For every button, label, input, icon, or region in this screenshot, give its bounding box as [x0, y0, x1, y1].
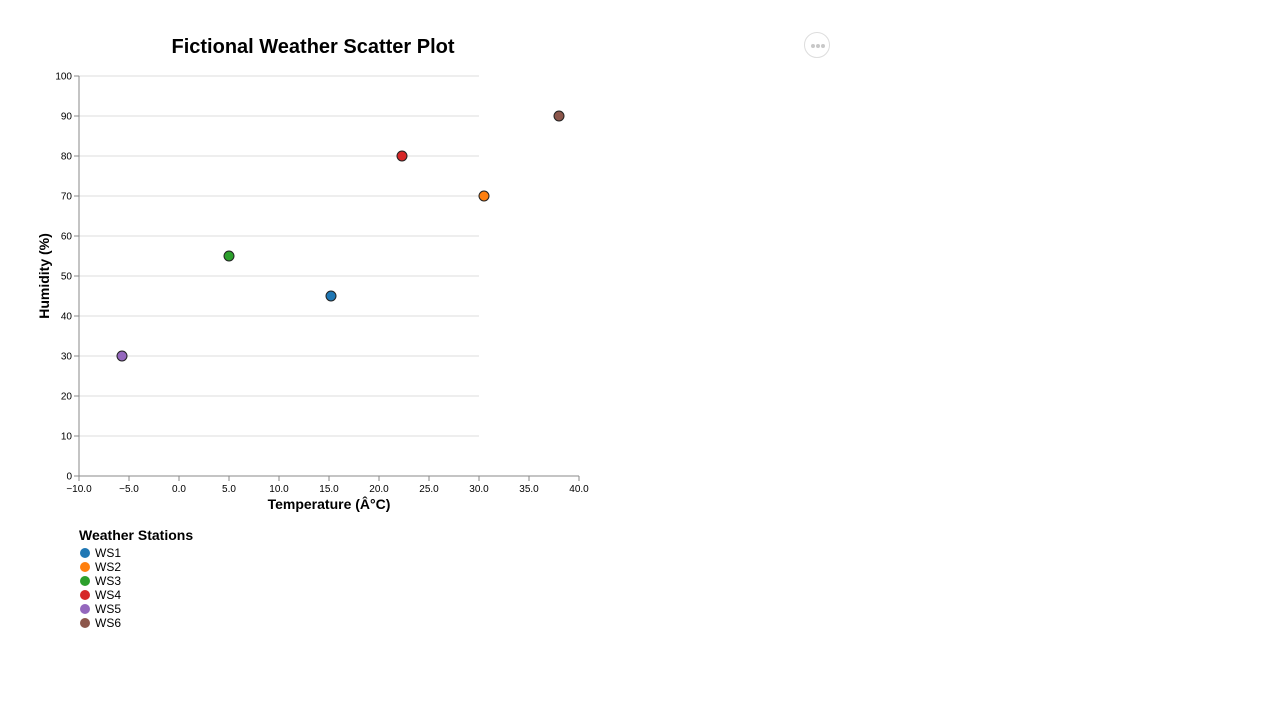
x-tick-label: 40.0: [569, 484, 589, 495]
chart-menu-button[interactable]: [804, 32, 830, 58]
legend: Weather Stations WS1 WS2 WS3 WS4 WS5 WS6: [79, 527, 193, 630]
ellipsis-icon: [811, 44, 815, 48]
ellipsis-icon-dot: [816, 44, 820, 48]
legend-swatch: [80, 562, 90, 572]
y-tick-label: 0: [66, 472, 72, 483]
x-tick-label: 35.0: [519, 484, 539, 495]
legend-label: WS3: [95, 574, 122, 588]
legend-swatch: [80, 590, 90, 600]
data-point-ws1: [325, 290, 337, 302]
y-tick-label: 70: [61, 192, 73, 203]
x-tick-label: 5.0: [222, 484, 236, 495]
data-point-ws6: [553, 110, 565, 122]
y-tick-label: 40: [61, 312, 73, 323]
x-tick-label: −5.0: [119, 484, 139, 495]
x-tick-label: 15.0: [319, 484, 339, 495]
legend-label: WS6: [95, 616, 122, 630]
legend-item-ws6: WS6: [79, 616, 193, 630]
y-tick-label: 20: [61, 392, 73, 403]
x-tick-label: −10.0: [66, 484, 92, 495]
x-tick-label: 20.0: [369, 484, 389, 495]
y-tick-label: 100: [55, 72, 72, 83]
ellipsis-icon-dot: [821, 44, 825, 48]
grid-lines: [79, 75, 479, 437]
y-tick-label: 60: [61, 232, 73, 243]
x-axis-label: Temperature (Â°C): [268, 495, 391, 512]
data-point-ws3: [223, 250, 235, 262]
legend-swatch: [80, 604, 90, 614]
legend-swatch: [80, 618, 90, 628]
x-tick-label: 25.0: [419, 484, 439, 495]
y-tick-label: 30: [61, 352, 73, 363]
y-tick-label: 10: [61, 432, 73, 443]
legend-item-ws1: WS1: [79, 546, 193, 560]
y-axis-label: Humidity (%): [36, 233, 52, 319]
tick-labels: 0 10 20 30 40 50 60 70 80 90 100 −10.0 −5.0 0.0 5.0 10.…: [55, 72, 589, 496]
legend-label: WS1: [95, 546, 122, 560]
data-point-ws2: [478, 190, 490, 202]
legend-item-ws4: WS4: [79, 588, 193, 602]
legend-swatch: [80, 576, 90, 586]
data-points: [116, 110, 565, 362]
legend-label: WS4: [95, 588, 122, 602]
legend-title: Weather Stations: [79, 527, 194, 543]
y-tick-label: 50: [61, 272, 73, 283]
legend-item-ws5: WS5: [79, 602, 193, 616]
legend-label: WS2: [95, 560, 122, 574]
legend-swatch: [80, 548, 90, 558]
legend-items: WS1 WS2 WS3 WS4 WS5 WS6: [79, 546, 193, 630]
y-tick-label: 90: [61, 112, 73, 123]
data-point-ws4: [396, 150, 408, 162]
legend-item-ws2: WS2: [79, 560, 193, 574]
x-tick-label: 10.0: [269, 484, 289, 495]
legend-label: WS5: [95, 602, 122, 616]
x-tick-label: 30.0: [469, 484, 489, 495]
axes: [74, 75, 580, 481]
legend-item-ws3: WS3: [79, 574, 193, 588]
y-tick-label: 80: [61, 152, 73, 163]
x-tick-label: 0.0: [172, 484, 186, 495]
data-point-ws5: [116, 350, 128, 362]
chart-title: Fictional Weather Scatter Plot: [171, 36, 454, 58]
